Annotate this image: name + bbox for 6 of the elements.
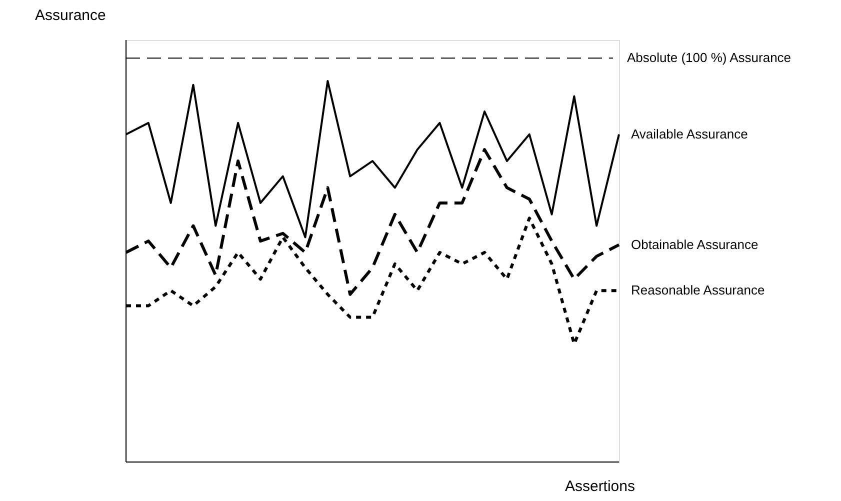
ref-line-label: Absolute (100 %) Assurance (627, 50, 792, 66)
x-axis-title: Assertions (564, 478, 635, 495)
series-label: Available Assurance (631, 126, 748, 142)
y-axis-title: Assurance (35, 7, 106, 24)
series-label: Reasonable Assurance (631, 282, 765, 298)
series-label: Obtainable Assurance (631, 236, 758, 252)
